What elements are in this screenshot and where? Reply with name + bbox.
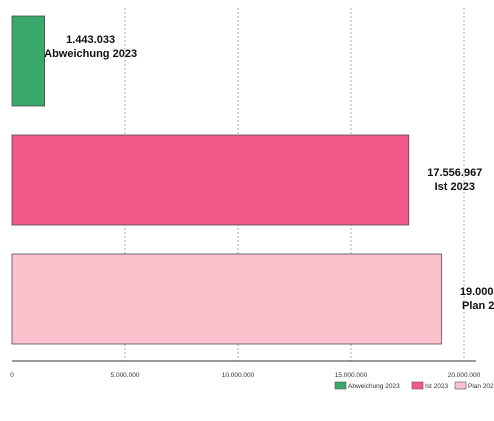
bar-category-label: Abweichung 2023 (44, 48, 137, 60)
legend-swatch (411, 381, 424, 390)
x-tick-label: 0 (10, 372, 14, 379)
legend-label: Ist 2023 (425, 383, 449, 390)
x-tick-label: 10.000.000 (222, 372, 255, 379)
x-tick-label: 15.000.000 (335, 372, 368, 379)
legend-label: Abweichung 2023 (348, 383, 400, 390)
legend-swatch (334, 381, 347, 390)
bars: 1.443.033 Abweichung 2023 17.556.967 Ist 20… (11, 15, 494, 345)
legend: Abweichung 2023 Ist 2023 Plan 202 (334, 381, 494, 390)
x-tick-label: 5.000.000 (111, 372, 140, 379)
bar-value-label: 17.556.967 (427, 167, 482, 179)
bar (11, 15, 46, 107)
bar (11, 253, 442, 345)
bar-value-label: 19.000.000 (460, 286, 494, 298)
bar-category-label: Plan 2023 (462, 300, 494, 312)
x-tick-label: 20.000.000 (448, 372, 481, 379)
bar-category-label: Ist 2023 (435, 181, 475, 193)
bar-value-label: 1.443.033 (66, 34, 115, 46)
x-tick-labels: 0 5.000.000 10.000.000 15.000.000 20.000.000 (10, 372, 480, 379)
legend-swatch (454, 381, 467, 390)
legend-label: Plan 202 (468, 383, 494, 390)
bar (11, 134, 410, 226)
